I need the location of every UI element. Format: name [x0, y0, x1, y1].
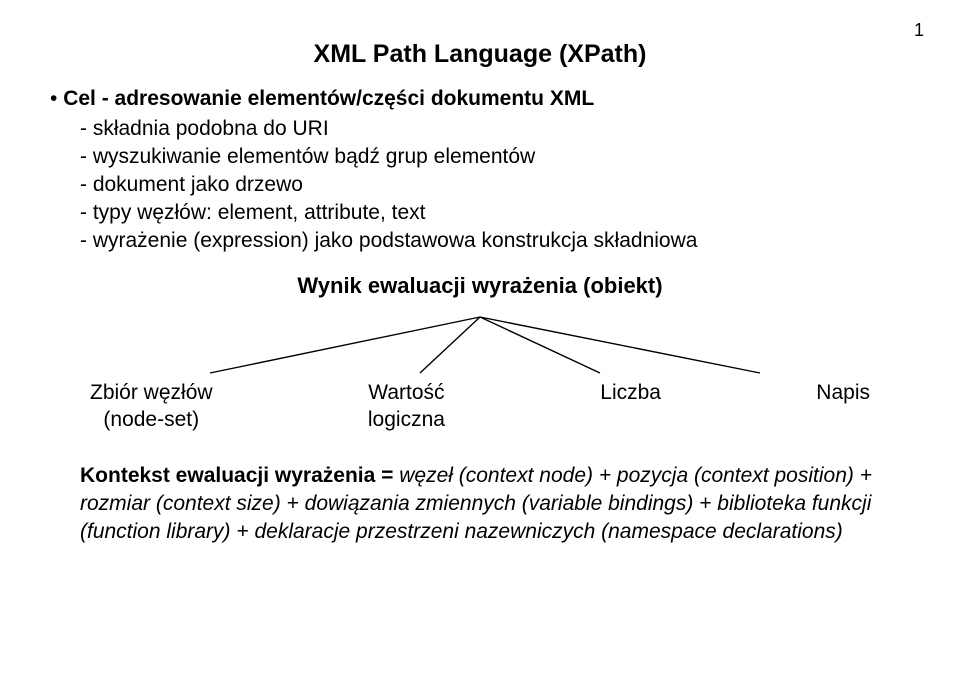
tree-edge — [480, 317, 600, 373]
leaf-line2: logiczna — [368, 406, 445, 433]
context-lead: Kontekst ewaluacji wyrażenia = — [80, 464, 399, 487]
page-title: XML Path Language (XPath) — [50, 40, 910, 69]
context-paragraph: Kontekst ewaluacji wyrażenia = węzeł (co… — [80, 462, 880, 547]
tree-edge — [480, 317, 760, 373]
leaf-line1: Napis — [816, 379, 870, 406]
leaf-line1: Zbiór węzłów — [90, 379, 213, 406]
bullet-main: • Cel - adresowanie elementów/części dok… — [50, 87, 910, 111]
leaf-node-set: Zbiór węzłów (node-set) — [90, 379, 213, 434]
tree-leaves-row: Zbiór węzłów (node-set) Wartość logiczna… — [90, 379, 870, 434]
sub-item: - składnia podobna do URI — [80, 117, 910, 141]
leaf-line1: Liczba — [600, 379, 661, 406]
leaf-string: Napis — [816, 379, 870, 434]
sub-item: - dokument jako drzewo — [80, 173, 910, 197]
sub-item: - typy węzłów: element, attribute, text — [80, 201, 910, 225]
tree-root-label: Wynik ewaluacji wyrażenia (obiekt) — [50, 273, 910, 299]
sub-item: - wyrażenie (expression) jako podstawowa… — [80, 229, 910, 253]
leaf-number: Liczba — [600, 379, 661, 434]
tree-edge — [210, 317, 480, 373]
leaf-line1: Wartość — [368, 379, 445, 406]
bullet-prefix: • — [50, 87, 63, 110]
tree-diagram — [120, 309, 840, 379]
leaf-line2: (node-set) — [90, 406, 213, 433]
bullet-main-text: Cel - adresowanie elementów/części dokum… — [63, 87, 594, 110]
tree-edge — [420, 317, 480, 373]
page-number: 1 — [914, 20, 924, 41]
sub-item: - wyszukiwanie elementów bądź grup eleme… — [80, 145, 910, 169]
leaf-boolean: Wartość logiczna — [368, 379, 445, 434]
